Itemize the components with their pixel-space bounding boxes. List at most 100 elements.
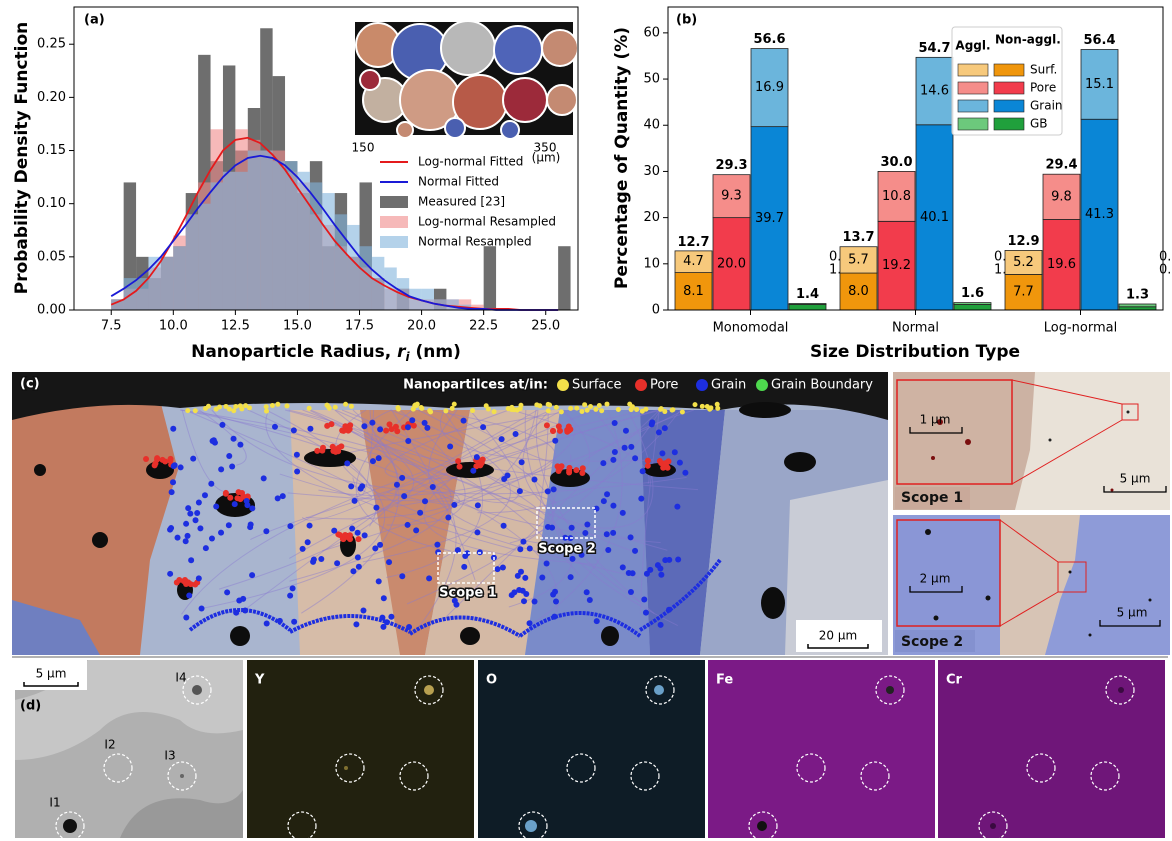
grain-particle [197,525,203,531]
grain-particle [553,598,559,604]
grain-particle [545,488,551,494]
surface-particle [643,407,648,412]
surface-particle [470,408,475,413]
particle [931,456,935,460]
bar-segment [1119,304,1156,307]
particle [1111,489,1114,492]
legend-label: Pore [650,378,678,393]
hist-bar [173,246,185,310]
surface-particle [597,403,602,408]
surface-particle [593,407,598,412]
bar-value-label: 9.8 [1051,189,1072,204]
pore-particle [556,468,562,474]
bar-total-label: 29.4 [1045,158,1077,173]
grain-particle [170,426,176,432]
surface-particle [574,406,579,411]
bar-total-label: 30.0 [880,155,912,170]
legend-label: Grain [711,378,746,393]
grain-particle [405,424,411,430]
surface-particle [270,403,275,408]
grain-particle [261,475,267,481]
grain-particle [244,502,250,508]
surface-particle [214,407,219,412]
pore [446,462,494,478]
hist-bar [124,278,136,310]
pore-particle [341,428,347,434]
legend-swatch [380,196,408,208]
scale-bar-label: 5 µm [36,667,67,681]
bar-segment [789,304,826,305]
pore-particle [168,456,174,462]
legend-swatch [958,100,988,112]
grain-particle [369,420,375,426]
surface-particle [193,408,198,413]
grain-particle [188,557,194,563]
particle [1049,439,1052,442]
surface-particle [264,404,269,409]
bar-total-label: 12.9 [1007,234,1039,249]
y-tick-label: 20 [643,210,660,225]
particle [525,820,537,832]
grain-particle [677,460,683,466]
grain-particle [405,522,411,528]
grain-particle [628,444,634,450]
grain [1015,372,1170,510]
map-bg [478,660,705,838]
surface-particle [419,406,424,411]
bar-total-label: 12.7 [677,235,709,250]
grain-particle [622,445,628,451]
grain-particle [349,526,355,532]
grain-particle [264,620,270,626]
grain-particle [495,566,501,572]
pore-particle [234,495,240,501]
grain-particle [445,515,451,521]
legend-marker [557,379,569,391]
bar-total-label: 56.6 [753,32,785,47]
grain-particle [519,459,525,465]
scale-bar-label: 20 µm [819,629,857,643]
grain-particle [300,546,306,552]
hist-bar [186,214,198,310]
grain-particle [584,521,590,527]
marker-label: I2 [104,738,115,752]
hist-bar [211,182,223,310]
hist-bar [248,151,260,310]
grain-particle [501,523,507,529]
bar-value-label: 19.2 [882,258,911,273]
particle [344,766,348,770]
grain-particle [430,484,436,490]
bar-value-label: 4.7 [683,254,704,269]
grain-particle [167,571,173,577]
grain-particle [413,527,419,533]
hist-bar [235,172,247,310]
grain-particle [307,523,313,529]
grain-particle [515,573,521,579]
bar-total-label: 29.3 [715,158,747,173]
inset-particle [542,30,578,66]
inset-particle [445,118,465,138]
grain-particle [551,486,557,492]
grain-particle [682,470,688,476]
grain-particle [501,476,507,482]
inset-image [355,21,578,139]
pore-particle [411,423,417,429]
grain-particle [183,521,189,527]
legend-label: Log-normal Resampled [418,215,556,229]
pore-particle [645,458,651,464]
hist-bar [136,278,148,310]
grain-particle [175,535,181,541]
particle [886,686,894,694]
y-tick-label: 60 [643,25,660,40]
grain-particle [187,511,193,517]
grain-particle [307,426,313,432]
grain-particle [612,449,618,455]
x-title-text: Nanoparticle Radius, [191,342,397,362]
legend-swatch [958,64,988,76]
grain-particle [350,568,356,574]
pore-particle [394,428,400,434]
legend-label: Normal Fitted [418,175,499,189]
grain-particle [405,438,411,444]
surface-particle [579,409,584,414]
legend-swatch [380,216,408,228]
grain-particle [417,510,423,516]
